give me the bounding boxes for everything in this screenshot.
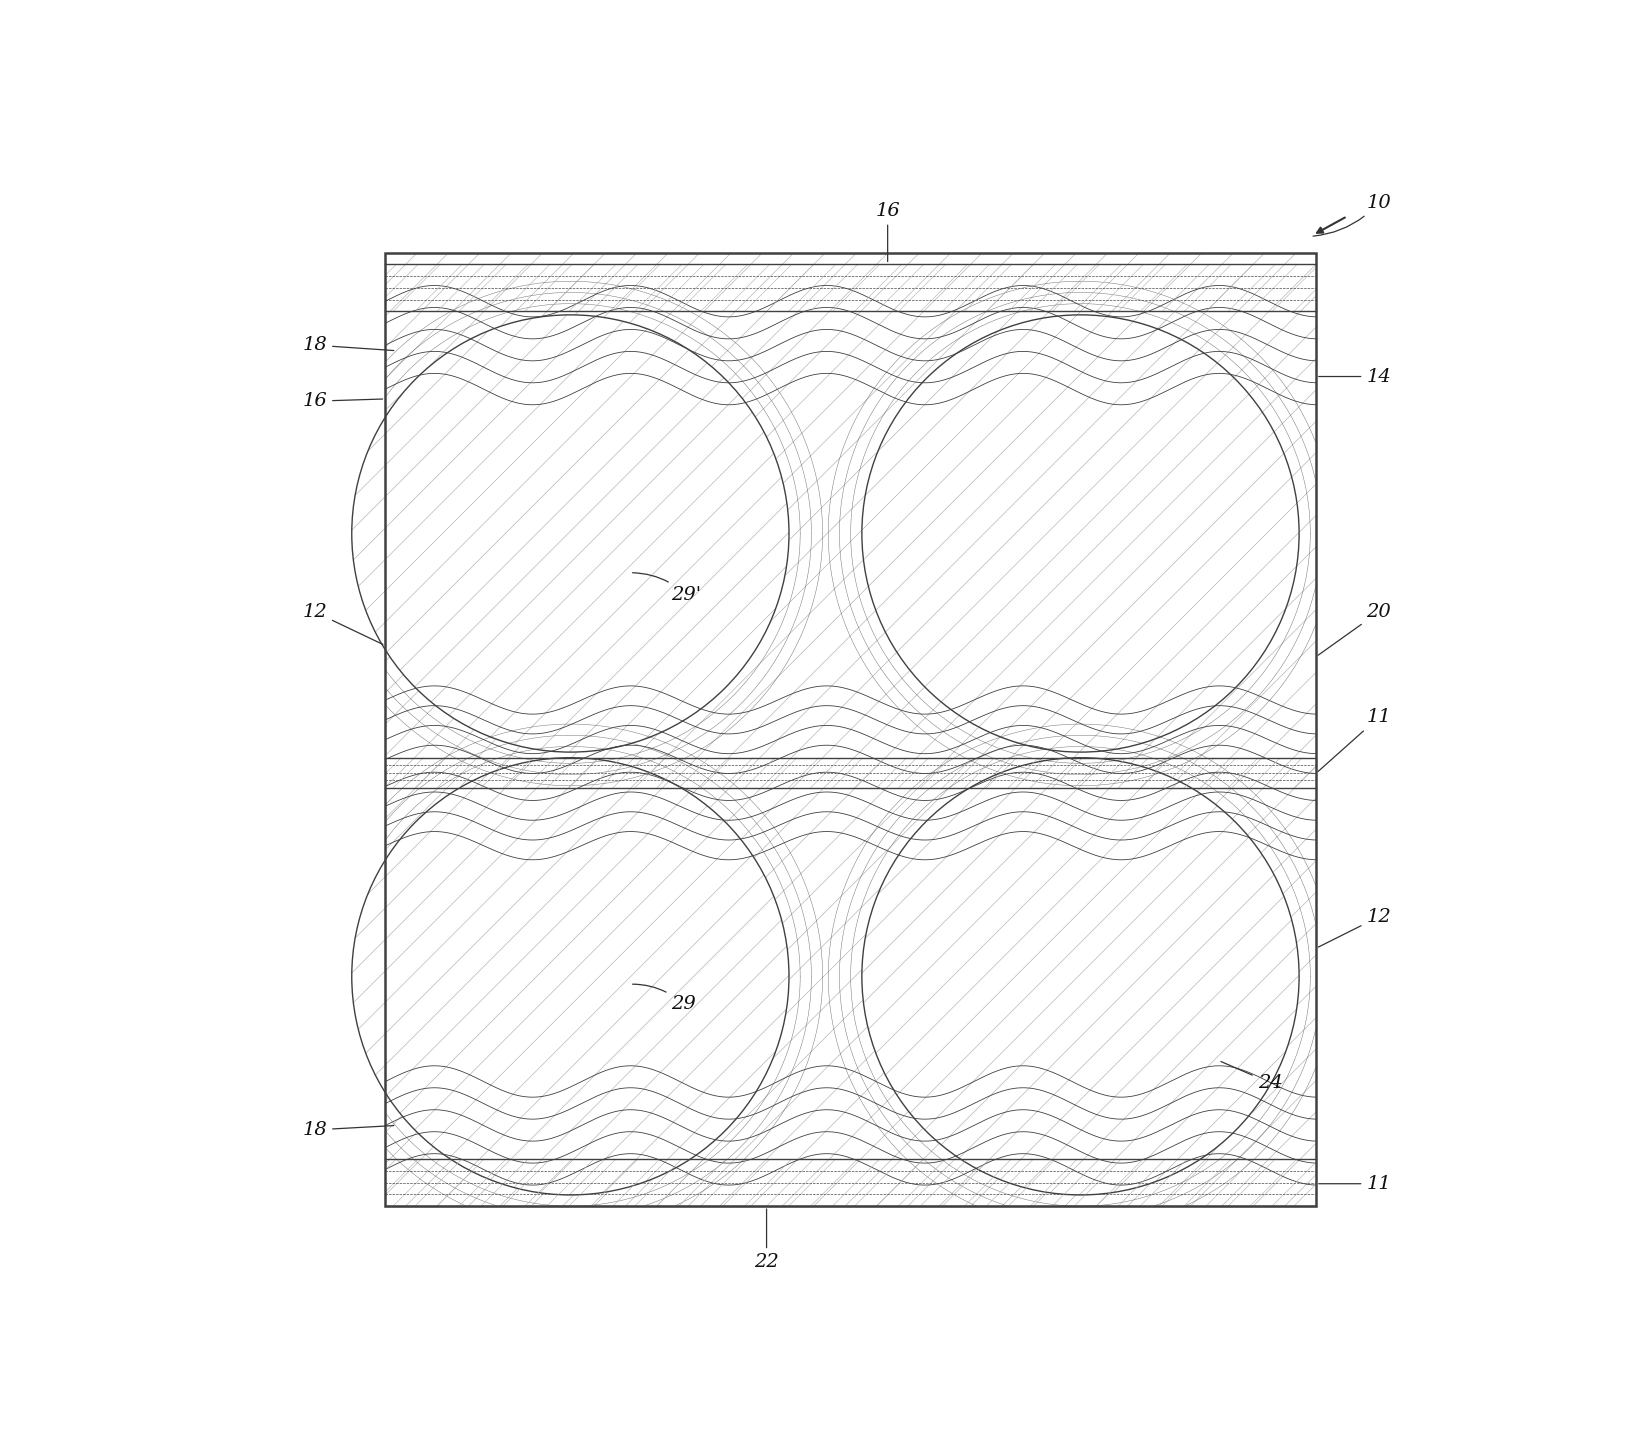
Bar: [386, 253, 1316, 1206]
Text: 16: 16: [875, 201, 900, 262]
Text: 14: 14: [1319, 367, 1391, 386]
Text: 18: 18: [303, 336, 394, 354]
Circle shape: [351, 314, 789, 753]
Text: 18: 18: [303, 1121, 394, 1139]
Circle shape: [351, 757, 789, 1195]
Text: 11: 11: [1319, 1175, 1391, 1192]
Text: 11: 11: [1318, 708, 1391, 772]
Text: 16: 16: [303, 392, 382, 411]
Text: 12: 12: [1318, 909, 1391, 946]
Bar: [386, 253, 1316, 1206]
Circle shape: [862, 757, 1298, 1195]
Text: 24: 24: [1220, 1061, 1282, 1092]
Text: 20: 20: [1318, 603, 1391, 655]
Text: 22: 22: [755, 1208, 779, 1271]
Text: 29: 29: [633, 984, 696, 1013]
Text: 29': 29': [633, 572, 701, 604]
Text: 10: 10: [1313, 194, 1391, 236]
Circle shape: [862, 314, 1298, 753]
Text: 12: 12: [303, 603, 382, 645]
